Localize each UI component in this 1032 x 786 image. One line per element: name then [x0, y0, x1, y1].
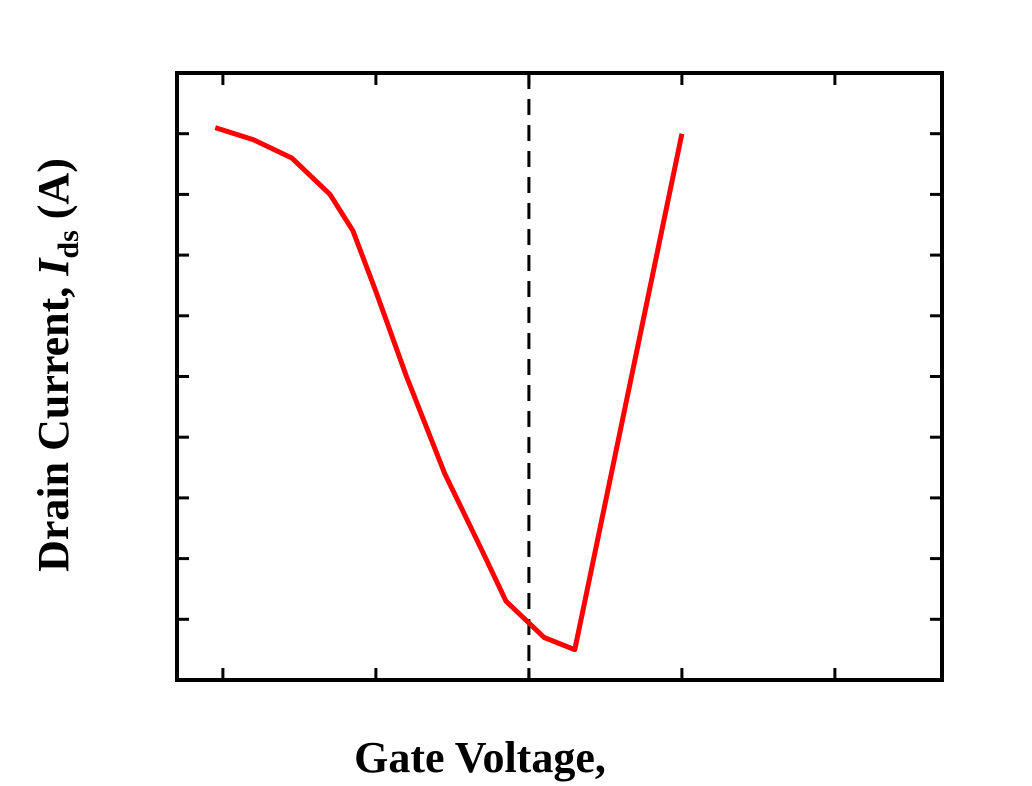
- series-curves: [214, 125, 685, 653]
- series-line-0: [214, 125, 685, 653]
- y-axis-label-text: Drain Current,: [29, 276, 78, 572]
- y-axis-label-subscript: ds: [52, 230, 85, 258]
- plot-frame: [175, 71, 944, 682]
- y-axis-label-unit: (A): [29, 158, 78, 230]
- y-axis-label-italic: I: [29, 257, 78, 277]
- x-axis-label: Gate Voltage,: [354, 733, 606, 782]
- y-axis-label: Drain Current, Ids (A): [29, 158, 85, 572]
